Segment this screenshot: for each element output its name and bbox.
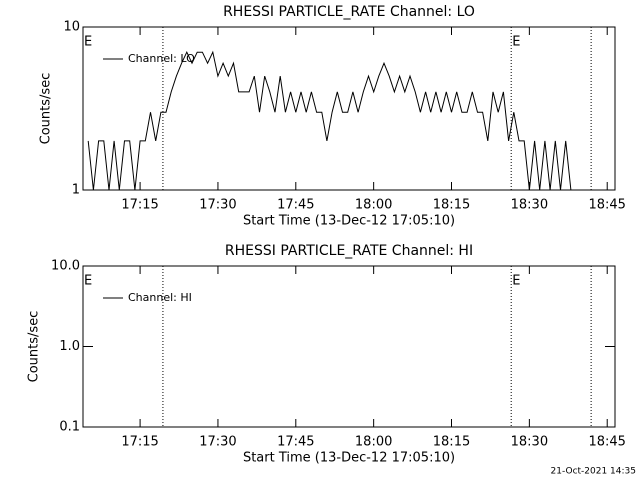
- legend-label: Channel: HI: [128, 291, 192, 304]
- y-tick-label: 1: [72, 183, 80, 198]
- data-line: [87, 50, 572, 191]
- event-marker: E: [512, 35, 520, 50]
- x-tick-label: 17:30: [199, 198, 236, 213]
- x-tick-label: 17:45: [277, 435, 314, 450]
- x-tick-label: 18:00: [355, 435, 392, 450]
- event-marker: E: [84, 35, 92, 50]
- x-tick-label: 18:00: [355, 198, 392, 213]
- x-tick-label: 17:15: [121, 435, 158, 450]
- x-tick-label: 18:30: [511, 435, 548, 450]
- y-tick-label: 10: [63, 20, 80, 35]
- x-tick-label: 18:45: [588, 435, 625, 450]
- y-axis-label: Counts/sec: [39, 73, 54, 145]
- y-tick-label: 10.0: [51, 259, 80, 274]
- y-tick-label: 0.1: [59, 420, 80, 435]
- x-axis-label: Start Time (13-Dec-12 17:05:10): [243, 451, 455, 466]
- x-tick-label: 18:45: [588, 198, 625, 213]
- x-tick-label: 17:45: [277, 198, 314, 213]
- x-axis-label: Start Time (13-Dec-12 17:05:10): [243, 214, 455, 229]
- plot-frame: [82, 26, 616, 191]
- event-marker: E: [512, 274, 520, 289]
- chart-title: RHESSI PARTICLE_RATE Channel: HI: [225, 243, 473, 259]
- x-tick-label: 18:30: [511, 198, 548, 213]
- x-tick-label: 17:15: [121, 198, 158, 213]
- x-tick-label: 18:15: [433, 198, 470, 213]
- y-tick-label: 1.0: [59, 339, 80, 354]
- x-tick-label: 18:15: [433, 435, 470, 450]
- legend-label: Channel: LO: [128, 52, 195, 65]
- footer-timestamp: 21-Oct-2021 14:35: [551, 467, 636, 477]
- chart-title: RHESSI PARTICLE_RATE Channel: LO: [223, 4, 475, 20]
- y-axis-label: Counts/sec: [27, 311, 42, 383]
- x-tick-label: 17:30: [199, 435, 236, 450]
- event-marker: E: [84, 274, 92, 289]
